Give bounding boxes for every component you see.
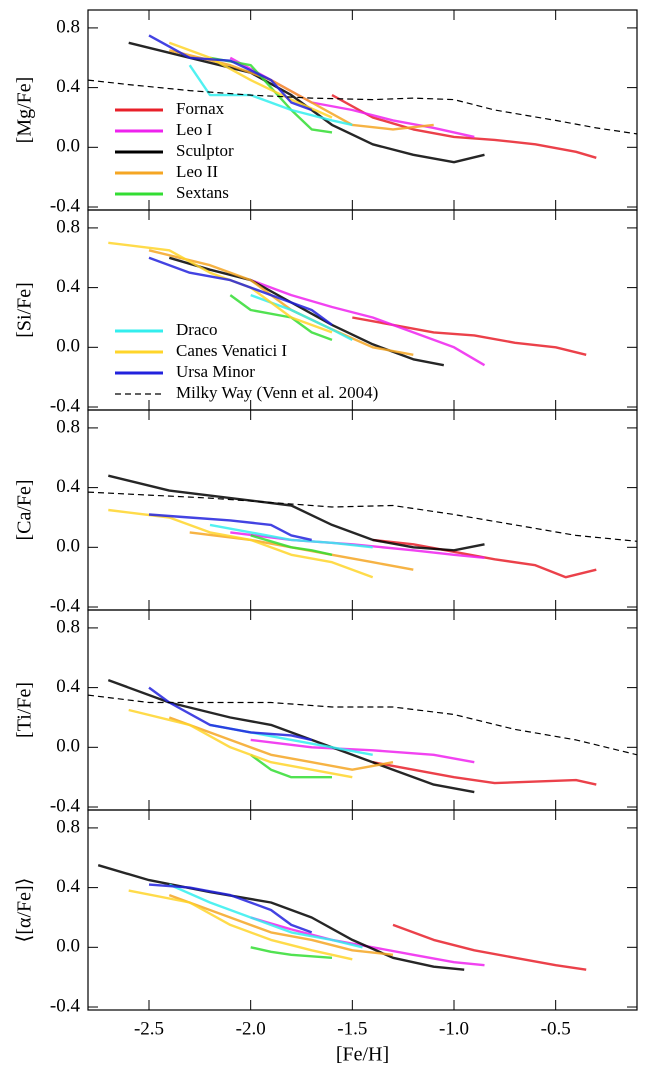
series-line xyxy=(97,864,465,971)
y-tick-label: 0.4 xyxy=(56,476,80,497)
plot-frame xyxy=(87,809,638,1011)
x-tick-label: -2.5 xyxy=(134,1018,164,1039)
legend-label: Ursa Minor xyxy=(176,362,255,381)
plot-frame xyxy=(87,209,638,411)
series-line xyxy=(188,64,353,127)
series-line xyxy=(209,523,373,549)
y-tick-label: 0.4 xyxy=(56,876,80,897)
y-axis-label: [Si/Fe] xyxy=(14,282,36,338)
series-line xyxy=(392,923,587,971)
y-tick-label: 0.4 xyxy=(56,676,80,697)
plot-frame xyxy=(87,9,638,211)
series-line xyxy=(108,241,333,334)
y-tick-label: -0.4 xyxy=(50,595,81,616)
series-line xyxy=(148,883,313,934)
series-line xyxy=(128,889,353,961)
series-line xyxy=(128,708,353,779)
series-line xyxy=(209,56,333,134)
series-line xyxy=(168,893,394,956)
x-tick-label: -0.5 xyxy=(541,1018,571,1039)
x-tick-label: -1.0 xyxy=(439,1018,469,1039)
series-line xyxy=(168,256,445,367)
y-tick-label: 0.4 xyxy=(56,276,80,297)
y-axis-label: [Ti/Fe] xyxy=(14,682,36,738)
reference-line xyxy=(87,694,638,756)
y-tick-label: 0.0 xyxy=(56,736,80,757)
series-line xyxy=(168,883,363,949)
series-line xyxy=(148,686,312,742)
series-line xyxy=(250,946,333,959)
legend-label: Canes Venatici I xyxy=(176,341,287,360)
series-line xyxy=(148,34,313,112)
y-tick-label: 0.0 xyxy=(56,936,80,957)
y-tick-label: 0.8 xyxy=(56,616,80,637)
reference-line xyxy=(87,79,638,135)
legend-label: Sculptor xyxy=(176,141,234,160)
series-line xyxy=(250,293,353,341)
series-line xyxy=(128,41,485,164)
x-tick-label: -2.0 xyxy=(236,1018,266,1039)
y-tick-label: 0.8 xyxy=(56,216,80,237)
series-line xyxy=(249,753,332,779)
x-tick-label: -1.5 xyxy=(337,1018,367,1039)
y-axis-label: [Ca/Fe] xyxy=(14,479,36,540)
series-line xyxy=(250,738,475,764)
series-line xyxy=(168,41,333,119)
y-tick-label: 0.0 xyxy=(56,336,80,357)
series-line xyxy=(168,716,394,771)
y-tick-label: 0.4 xyxy=(56,76,80,97)
legend-label: Draco xyxy=(176,320,218,339)
legend-label: Fornax xyxy=(176,99,225,118)
y-axis-label: [Mg/Fe] xyxy=(14,77,36,144)
y-tick-label: 0.0 xyxy=(56,136,80,157)
y-tick-label: -0.4 xyxy=(50,395,81,416)
series-line xyxy=(331,94,597,159)
reference-line xyxy=(87,491,638,542)
y-tick-label: 0.0 xyxy=(56,536,80,557)
x-axis-label: [Fe/H] xyxy=(336,1044,389,1066)
legend-label: Sextans xyxy=(176,183,229,202)
series-line xyxy=(148,513,312,542)
series-line xyxy=(250,278,486,367)
y-tick-label: -0.4 xyxy=(50,195,81,216)
series-line xyxy=(250,916,485,967)
y-tick-label: -0.4 xyxy=(50,795,81,816)
y-tick-label: 0.8 xyxy=(56,816,80,837)
series-line xyxy=(169,49,434,131)
legend-label: Leo II xyxy=(176,162,218,181)
series-line xyxy=(108,508,374,579)
legend-label: Leo I xyxy=(176,120,213,139)
series-line xyxy=(108,474,485,552)
y-axis-label: ⟨[α/Fe]⟩ xyxy=(14,878,36,943)
y-tick-label: 0.8 xyxy=(56,16,80,37)
series-line xyxy=(148,256,333,326)
y-tick-label: 0.8 xyxy=(56,416,80,437)
y-tick-label: -0.4 xyxy=(50,995,81,1016)
series-line xyxy=(148,249,414,356)
series-line xyxy=(250,534,333,556)
plot-frame xyxy=(87,409,638,611)
series-line xyxy=(372,538,597,579)
legend-label: Milky Way (Venn et al. 2004) xyxy=(176,383,378,402)
series-line xyxy=(372,761,597,786)
